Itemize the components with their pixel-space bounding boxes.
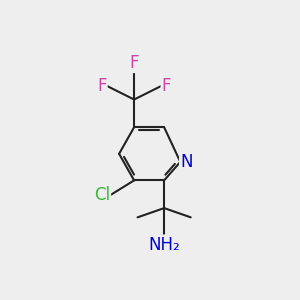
Text: NH₂: NH₂ xyxy=(148,236,180,254)
Text: N: N xyxy=(180,153,193,171)
Text: F: F xyxy=(97,77,106,95)
Text: F: F xyxy=(129,54,139,72)
Text: Cl: Cl xyxy=(94,186,110,204)
Text: F: F xyxy=(162,77,171,95)
